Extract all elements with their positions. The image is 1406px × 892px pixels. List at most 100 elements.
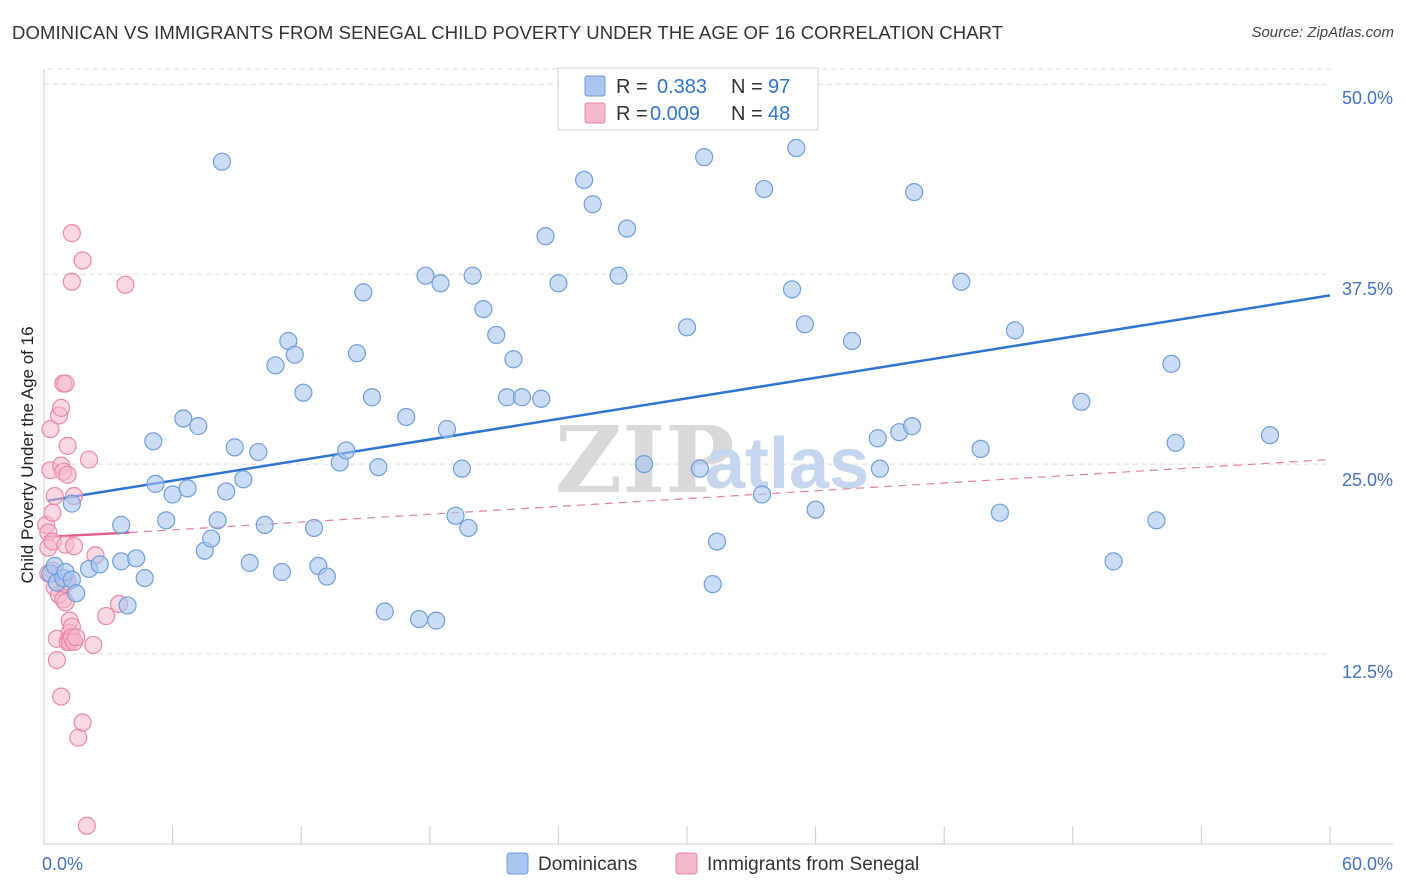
dominican-point-43 [354,283,373,302]
dominican-point-67 [609,266,628,285]
dominican-point-49 [416,266,435,285]
dominican-point-29 [240,553,259,572]
dominican-point-13 [62,494,81,513]
legend-swatch-dominicans [584,75,606,97]
dominican-point-77 [782,280,802,299]
dominican-point-82 [870,459,890,478]
y-tick-label-37-5: 37.5% [1342,279,1393,299]
dominican-point-68 [617,219,637,238]
senegal-point-45 [79,450,99,469]
dominican-point-17 [157,511,176,530]
dominican-point-8 [90,555,109,574]
dominican-point-55 [459,518,478,538]
dominican-point-24 [208,511,227,530]
senegal-point-48 [97,606,116,626]
senegal-point-25 [58,436,77,455]
dominican-point-48 [409,609,429,629]
series-legend: Dominicans Immigrants from Senegal [506,852,919,875]
legend-n-label-1: N = [731,76,763,98]
dominican-point-10 [118,596,137,615]
dominican-point-36 [294,383,313,402]
dominican-point-41 [337,441,356,460]
legend-n-value-2: 48 [768,103,790,125]
legend-r-label-1: R = [616,76,648,98]
dominican-point-95 [1260,426,1280,445]
senegal-point-41 [69,728,88,747]
dominican-point-56 [463,266,482,285]
bottom-legend-label-senegal: Immigrants from Senegal [707,854,919,875]
dominican-point-19 [174,409,193,428]
chart-title: DOMINICAN VS IMMIGRANTS FROM SENEGAL CHI… [12,22,1004,43]
dominican-point-74 [707,532,727,551]
y-tick-label-50: 50.0% [1342,88,1393,108]
legend-r-label-2: R = [616,103,648,125]
dominican-point-12 [135,568,154,588]
stats-legend: R = 0.383 N = 97 R = 0.009 N = 48 [557,67,819,131]
senegal-point-21 [56,374,75,393]
dominican-point-26 [217,482,236,501]
dominican-point-35 [285,345,304,364]
y-tick-label-25: 25.0% [1342,470,1393,490]
dominican-point-92 [1147,511,1166,530]
senegal-point-15 [52,398,71,417]
senegal-point-40 [67,628,86,647]
x-tick-label-min: 0.0% [42,854,83,874]
dominican-point-76 [755,179,774,199]
watermark-atlas: atlas [705,424,869,504]
dominican-point-66 [583,195,602,214]
dominican-point-30 [249,442,268,462]
legend-r-value-2: 0.009 [650,103,700,125]
x-tick-label-max: 60.0% [1342,854,1393,874]
dominican-point-47 [397,407,416,427]
dominican-point-23 [202,529,221,548]
dominican-point-96 [806,500,825,519]
dominican-point-16 [146,474,165,493]
dominican-point-50 [427,611,446,630]
dominican-point-90 [1072,392,1091,411]
dominican-point-89 [1005,321,1025,340]
dominican-point-51 [431,274,450,293]
dominican-points [41,138,1280,630]
senegal-point-17 [52,687,71,706]
dominican-point-86 [952,272,971,291]
dominican-point-71 [690,459,709,478]
dominican-point-78 [787,138,806,158]
dominican-point-81 [868,429,887,448]
dominican-point-61 [512,388,532,407]
senegal-point-4 [41,420,60,439]
dominican-point-39 [317,567,337,586]
dominican-point-73 [703,575,722,594]
grid-lines [44,68,1330,655]
watermark: ZIP atlas [555,406,869,514]
dominican-point-88 [990,503,1010,522]
dominican-point-46 [375,602,394,621]
dominican-point-6 [67,584,86,603]
dominican-point-42 [347,344,367,363]
dominican-point-33 [272,562,292,582]
dominican-point-91 [1104,552,1123,571]
senegal-point-43 [73,251,92,270]
dominican-point-31 [255,515,274,534]
dominican-point-15 [144,432,163,451]
dominican-point-84 [902,417,922,436]
bottom-legend-label-dominicans: Dominicans [538,854,637,875]
y-tick-label-12-5: 12.5% [1342,662,1393,682]
dominican-point-70 [677,318,697,337]
dominican-point-45 [369,458,388,477]
dominican-point-85 [905,182,924,202]
bottom-legend-swatch-dominicans [506,852,529,875]
dominican-point-72 [695,148,714,167]
legend-r-value-1: 0.383 [657,76,707,98]
dominican-point-65 [575,170,594,190]
senegal-point-39 [62,272,81,291]
dominican-point-63 [536,227,555,246]
senegal-point-9 [45,486,64,506]
chart-source: Source: ZipAtlas.com [1251,24,1394,41]
dominican-point-60 [504,350,523,369]
y-tick-labels: 50.0% 37.5% 25.0% 12.5% [1342,88,1393,682]
senegal-point-7 [43,503,62,522]
dominican-point-58 [487,325,506,345]
legend-n-label-2: N = [731,103,763,125]
dominican-point-52 [437,420,457,439]
